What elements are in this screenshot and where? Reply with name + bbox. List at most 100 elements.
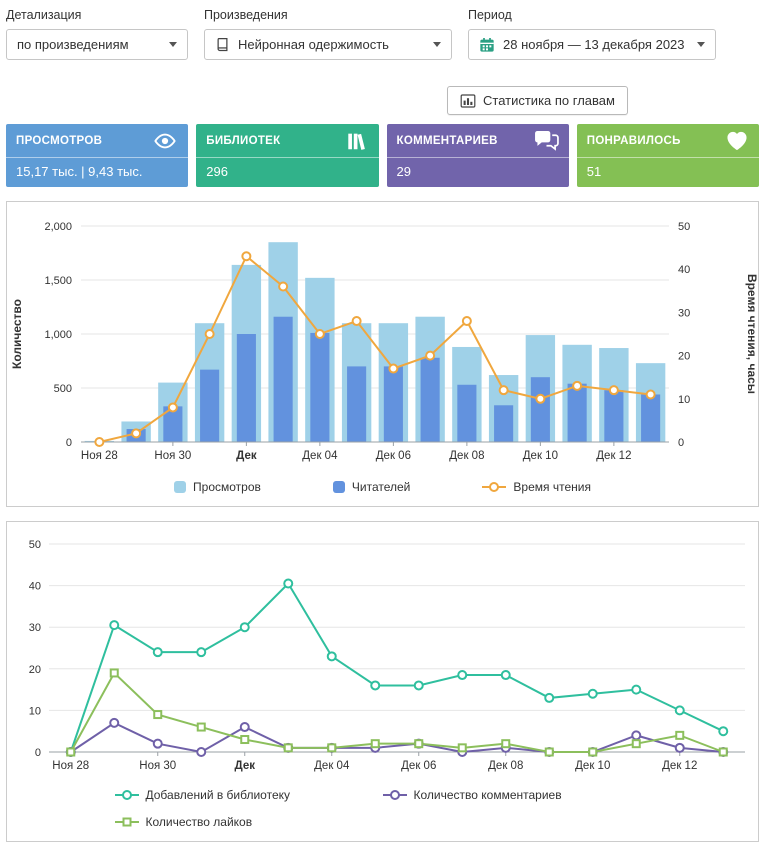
bar-chart-icon — [460, 93, 476, 109]
filters-bar: Детализация по произведениям Произведени… — [6, 8, 759, 60]
svg-text:Дек: Дек — [235, 760, 256, 772]
chevron-down-icon — [433, 42, 441, 47]
svg-text:Дек 08: Дек 08 — [449, 450, 484, 462]
reading-time-swatch — [482, 481, 507, 493]
svg-text:40: 40 — [678, 264, 690, 276]
views-card-title: ПРОСМОТРОВ — [16, 134, 103, 147]
legend-item-comments-count[interactable]: Количество комментариев — [382, 788, 651, 802]
filter-works-label: Произведения — [204, 8, 288, 22]
card-divider — [576, 157, 759, 158]
chapters-stats-button[interactable]: Статистика по главам — [447, 86, 628, 115]
main-chart-legend: Просмотров Читателей Время чтения — [7, 480, 758, 494]
svg-text:Ноя 30: Ноя 30 — [154, 450, 191, 462]
card-divider — [6, 157, 189, 158]
comments-card-title: КОММЕНТАРИЕВ — [396, 134, 498, 147]
likes-count-swatch — [114, 816, 139, 828]
legend-label-readers: Читателей — [351, 480, 411, 494]
stat-cards: ПРОСМОТРОВ 15,17 тыс. | 9,43 тыс. БИБЛИО… — [6, 124, 759, 187]
book-icon — [215, 37, 230, 52]
legend-label-comments-count: Количество комментариев — [413, 788, 562, 802]
legend-label-library-adds: Добавлений в библиотеку — [145, 788, 291, 802]
svg-text:Дек 08: Дек 08 — [488, 760, 523, 772]
svg-text:Дек 04: Дек 04 — [302, 450, 338, 462]
legend-item-reading-time[interactable]: Время чтения — [482, 480, 591, 494]
svg-text:40: 40 — [29, 581, 41, 593]
eye-icon — [152, 130, 178, 152]
svg-text:0: 0 — [35, 747, 41, 759]
readers-swatch — [332, 481, 345, 493]
svg-text:50: 50 — [29, 539, 41, 551]
stat-card-views: ПРОСМОТРОВ 15,17 тыс. | 9,43 тыс. — [6, 124, 189, 187]
svg-text:1,000: 1,000 — [44, 329, 72, 341]
comments-card-value: 29 — [396, 164, 411, 179]
svg-text:1,500: 1,500 — [44, 275, 72, 287]
svg-text:0: 0 — [678, 437, 684, 449]
main-chart: 0 500 1,000 1,500 2,000 0 10 20 30 40 50 Количество… — [6, 201, 759, 507]
legend-label-likes-count: Количество лайков — [145, 815, 253, 829]
svg-text:20: 20 — [29, 664, 41, 676]
svg-text:500: 500 — [54, 383, 72, 395]
stat-card-likes: ПОНРАВИЛОСЬ 51 — [576, 124, 759, 187]
card-divider — [196, 157, 379, 158]
svg-text:Ноя 30: Ноя 30 — [139, 760, 176, 772]
svg-text:Дек 12: Дек 12 — [596, 450, 631, 462]
svg-text:20: 20 — [678, 351, 690, 363]
heart-icon — [725, 130, 749, 151]
legend-item-readers[interactable]: Читателей — [332, 480, 411, 494]
svg-text:Дек 06: Дек 06 — [376, 450, 411, 462]
stat-card-comments: КОММЕНТАРИЕВ 29 — [386, 124, 569, 187]
filter-detail-label: Детализация — [6, 8, 82, 22]
chapters-stats-label: Статистика по главам — [483, 93, 615, 108]
chevron-down-icon — [696, 42, 705, 47]
views-card-value: 15,17 тыс. | 9,43 тыс. — [16, 164, 143, 179]
chapters-button-row: Статистика по главам — [6, 86, 759, 115]
svg-text:Время чтения, часы: Время чтения, часы — [745, 274, 758, 394]
period-value: 28 ноября — 13 декабря 2023 — [503, 37, 685, 52]
svg-text:Ноя 28: Ноя 28 — [52, 760, 89, 772]
legend-label-reading-time: Время чтения — [513, 480, 591, 494]
svg-text:Дек: Дек — [236, 450, 257, 462]
likes-card-value: 51 — [586, 164, 602, 179]
legend-label-views: Просмотров — [193, 480, 261, 494]
calendar-icon — [479, 37, 495, 53]
stat-card-libraries: БИБЛИОТЕК 296 — [196, 124, 379, 187]
secondary-chart-legend: Добавлений в библиотеку Количество комме… — [114, 788, 651, 829]
svg-text:Дек 10: Дек 10 — [523, 450, 558, 462]
svg-text:Дек 12: Дек 12 — [662, 760, 697, 772]
filter-works: Произведения Нейронная одержимость — [204, 8, 452, 60]
svg-text:10: 10 — [29, 705, 41, 717]
library-icon — [345, 130, 369, 152]
works-select-value: Нейронная одержимость — [238, 37, 389, 52]
works-select[interactable]: Нейронная одержимость — [204, 29, 452, 60]
comments-icon — [534, 130, 559, 151]
svg-text:Ноя 28: Ноя 28 — [81, 450, 118, 462]
svg-text:Количество: Количество — [10, 299, 24, 369]
svg-text:50: 50 — [678, 221, 690, 233]
chevron-down-icon — [169, 42, 177, 47]
legend-item-views[interactable]: Просмотров — [174, 480, 261, 494]
svg-text:30: 30 — [678, 307, 690, 319]
filter-period-label: Период — [468, 8, 512, 22]
legend-item-likes-count[interactable]: Количество лайков — [114, 815, 383, 829]
svg-text:30: 30 — [29, 622, 41, 634]
svg-text:10: 10 — [678, 394, 690, 406]
svg-text:0: 0 — [66, 437, 72, 449]
detail-select-value: по произведениям — [17, 37, 129, 52]
secondary-chart-canvas: 0 10 20 30 40 50 Ноя 28 Ноя 30 Дек Дек 04 Дек 06 Де… — [29, 539, 745, 772]
svg-text:Дек 06: Дек 06 — [401, 760, 436, 772]
main-chart-canvas: 0 500 1,000 1,500 2,000 0 10 20 30 40 50 Количество… — [10, 221, 758, 462]
libraries-card-title: БИБЛИОТЕК — [206, 134, 281, 147]
filter-period: Период 28 ноября — 13 декабря 2023 — [468, 8, 716, 60]
period-picker[interactable]: 28 ноября — 13 декабря 2023 — [468, 29, 716, 60]
svg-text:2,000: 2,000 — [44, 221, 72, 233]
library-adds-swatch — [114, 789, 139, 801]
card-divider — [386, 157, 569, 158]
filter-detail: Детализация по произведениям — [6, 8, 188, 60]
detail-select[interactable]: по произведениям — [6, 29, 188, 60]
legend-item-library-adds[interactable]: Добавлений в библиотеку — [114, 788, 383, 802]
svg-text:Дек 10: Дек 10 — [575, 760, 610, 772]
likes-card-title: ПОНРАВИЛОСЬ — [586, 134, 681, 147]
libraries-card-value: 296 — [206, 164, 228, 179]
comments-count-swatch — [382, 789, 407, 801]
views-swatch — [174, 481, 187, 493]
